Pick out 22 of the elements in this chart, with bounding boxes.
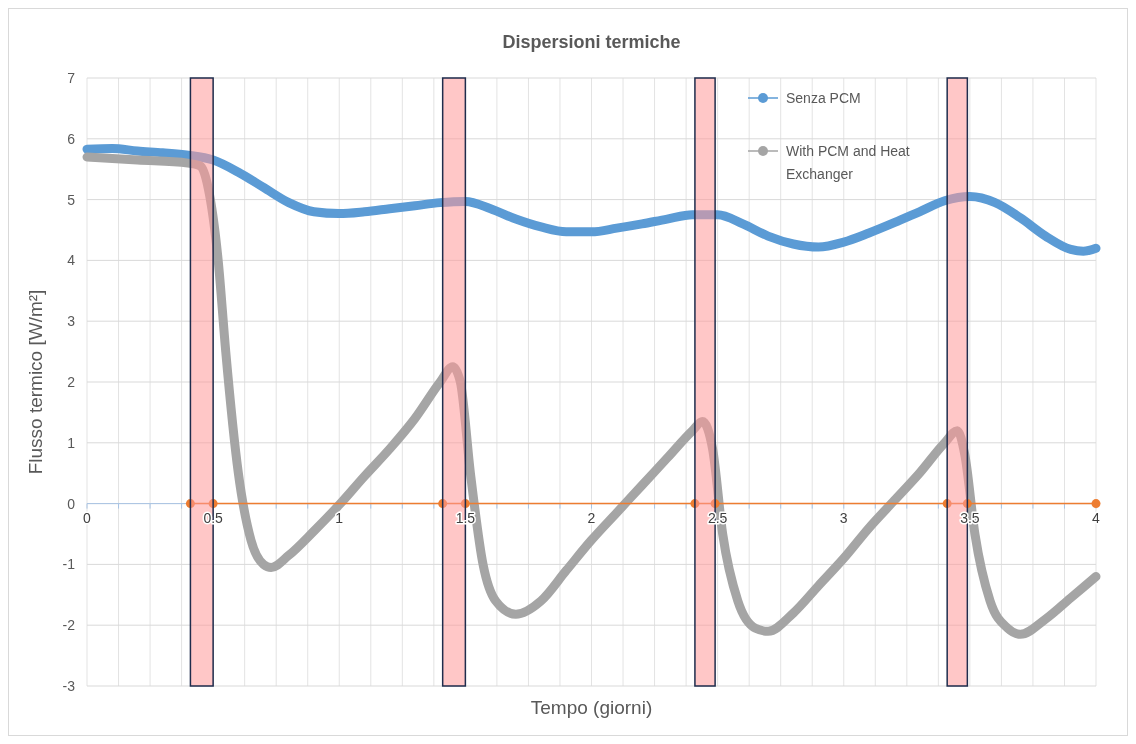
- x-tick-label: 4: [1092, 509, 1101, 526]
- x-axis-title: Tempo (giorni): [530, 697, 653, 718]
- x-tick-label: 0: [83, 509, 92, 526]
- y-tick-label: 5: [67, 191, 76, 208]
- y-tick-label: 6: [67, 130, 76, 147]
- legend-label: Senza PCM: [786, 90, 861, 106]
- y-axis-title: Flusso termico [W/m²]: [25, 289, 46, 475]
- x-tick-label: 2.5: [707, 509, 728, 526]
- y-tick-label: 7: [67, 70, 76, 86]
- y-tick-label: -2: [62, 617, 76, 634]
- y-tick-label: -1: [62, 556, 76, 573]
- x-tick-label: 3: [839, 509, 848, 526]
- x-tick-label: 2: [587, 509, 596, 526]
- y-tick-label: 4: [67, 252, 76, 269]
- y-tick-label: 0: [67, 495, 76, 512]
- y-tick-label: 2: [67, 374, 76, 390]
- chart-title: Dispersioni termiche: [502, 32, 681, 52]
- y-tick-label: 3: [67, 313, 76, 330]
- legend-label: With PCM and Heat Exchanger: [786, 143, 910, 182]
- y-tick-label: 1: [67, 434, 76, 451]
- y-tick-label: -3: [62, 678, 76, 694]
- x-tick-label: 1: [335, 509, 344, 526]
